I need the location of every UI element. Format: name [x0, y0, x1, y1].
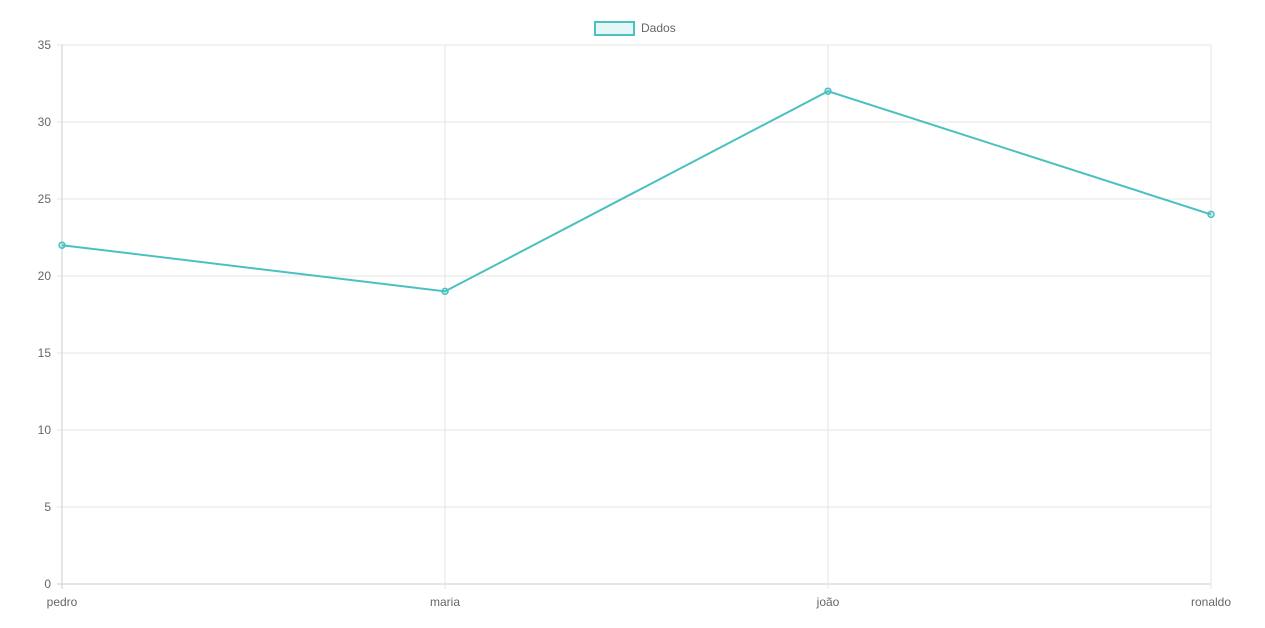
data-point-1 — [441, 287, 449, 296]
series-dados — [58, 87, 1215, 296]
series-line-0 — [61, 90, 1212, 293]
y-tick-label-35: 35 — [38, 38, 52, 52]
y-tick-label-0: 0 — [44, 577, 51, 591]
legend-label-dados[interactable]: Dados — [641, 21, 676, 35]
x-tick-label-3: ronaldo — [1191, 595, 1231, 609]
data-point-3 — [1207, 210, 1215, 219]
y-axis: 0 5 10 15 20 25 30 35 — [38, 38, 52, 591]
data-point-2 — [824, 87, 832, 95]
y-tick-label-5: 5 — [44, 500, 51, 514]
x-axis: pedro maria joão ronaldo — [47, 595, 1232, 609]
x-tick-label-2: joão — [816, 595, 840, 609]
y-tick-label-20: 20 — [38, 269, 52, 283]
x-tick-label-0: pedro — [47, 595, 78, 609]
y-tick-label-30: 30 — [38, 115, 52, 129]
y-tick-label-10: 10 — [38, 423, 52, 437]
y-tick-label-25: 25 — [38, 192, 52, 206]
grid — [57, 44, 1212, 589]
x-tick-label-1: maria — [430, 595, 460, 609]
legend[interactable]: Dados — [594, 21, 676, 36]
y-tick-label-15: 15 — [38, 346, 52, 360]
data-point-0 — [58, 241, 66, 249]
legend-swatch-dados[interactable] — [594, 21, 635, 36]
